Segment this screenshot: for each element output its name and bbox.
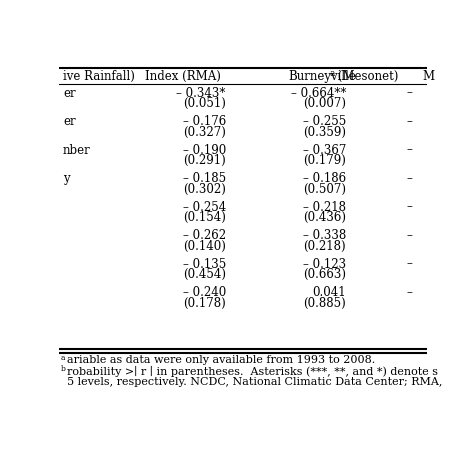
Text: (0.436): (0.436): [303, 211, 346, 224]
Text: (Mesonet): (Mesonet): [334, 70, 398, 82]
Text: –: –: [406, 286, 412, 299]
Text: –: –: [406, 144, 412, 156]
Text: ive Rainfall): ive Rainfall): [63, 70, 135, 82]
Text: y: y: [63, 172, 70, 185]
Text: – 0.240: – 0.240: [182, 286, 226, 299]
Text: – 0.338: – 0.338: [303, 229, 346, 242]
Text: er: er: [63, 87, 76, 100]
Text: (0.359): (0.359): [303, 126, 346, 139]
Text: (0.327): (0.327): [183, 126, 226, 139]
Text: (0.140): (0.140): [183, 240, 226, 253]
Text: (0.291): (0.291): [183, 155, 226, 167]
Text: –: –: [406, 201, 412, 213]
Text: – 0.190: – 0.190: [182, 144, 226, 156]
Text: – 0.343*: – 0.343*: [176, 87, 226, 100]
Text: (0.507): (0.507): [303, 183, 346, 196]
Text: a: a: [61, 354, 65, 362]
Text: – 0.367: – 0.367: [302, 144, 346, 156]
Text: –: –: [406, 115, 412, 128]
Text: (0.051): (0.051): [183, 97, 226, 110]
Text: M: M: [422, 70, 434, 82]
Text: – 0.185: – 0.185: [183, 172, 226, 185]
Text: –: –: [406, 257, 412, 271]
Text: Burneyville: Burneyville: [288, 70, 356, 82]
Text: (0.663): (0.663): [303, 268, 346, 281]
Text: (0.007): (0.007): [303, 97, 346, 110]
Text: – 0.218: – 0.218: [303, 201, 346, 213]
Text: b: b: [61, 365, 66, 373]
Text: – 0.176: – 0.176: [182, 115, 226, 128]
Text: robability >∣ r ∣ in parentheses.  Asterisks (***, **, and *) denote s: robability >∣ r ∣ in parentheses. Asteri…: [67, 365, 438, 376]
Text: nber: nber: [63, 144, 91, 156]
Text: (0.454): (0.454): [183, 268, 226, 281]
Text: – 0.262: – 0.262: [183, 229, 226, 242]
Text: 5 levels, respectively. NCDC, National Climatic Data Center; RMA,: 5 levels, respectively. NCDC, National C…: [67, 377, 442, 387]
Text: (0.154): (0.154): [183, 211, 226, 224]
Text: – 0.254: – 0.254: [182, 201, 226, 213]
Text: (0.178): (0.178): [183, 297, 226, 310]
Text: (0.218): (0.218): [303, 240, 346, 253]
Text: (0.302): (0.302): [183, 183, 226, 196]
Text: – 0.123: – 0.123: [303, 257, 346, 271]
Text: – 0.135: – 0.135: [182, 257, 226, 271]
Text: (0.179): (0.179): [303, 155, 346, 167]
Text: er: er: [63, 115, 76, 128]
Text: –: –: [406, 172, 412, 185]
Text: – 0.664**: – 0.664**: [291, 87, 346, 100]
Text: ariable as data were only available from 1993 to 2008.: ariable as data were only available from…: [67, 355, 375, 365]
Text: –: –: [406, 229, 412, 242]
Text: 0.041: 0.041: [312, 286, 346, 299]
Text: (0.885): (0.885): [303, 297, 346, 310]
Text: Index (RMA): Index (RMA): [146, 70, 221, 82]
Text: – 0.255: – 0.255: [303, 115, 346, 128]
Text: – 0.186: – 0.186: [303, 172, 346, 185]
Text: –: –: [406, 87, 412, 100]
Text: a: a: [330, 69, 335, 78]
